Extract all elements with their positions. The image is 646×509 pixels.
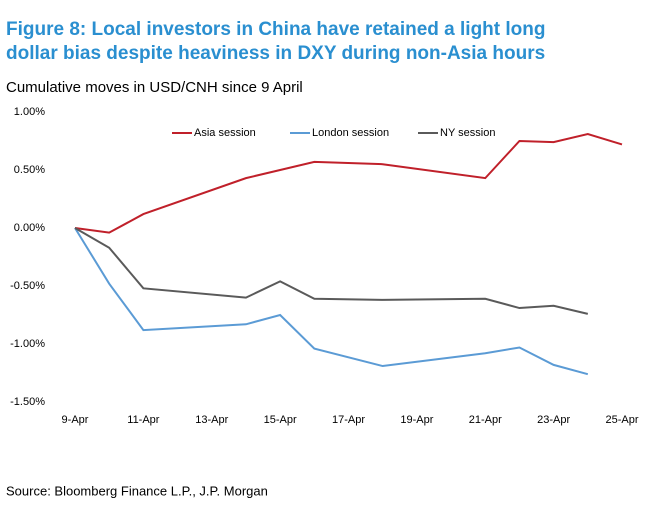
y-tick-label: -1.50% bbox=[10, 396, 45, 408]
legend-label: Asia session bbox=[194, 127, 256, 139]
x-tick-label: 9-Apr bbox=[62, 414, 89, 426]
x-tick-label: 15-Apr bbox=[264, 414, 297, 426]
x-tick-label: 23-Apr bbox=[537, 414, 570, 426]
legend-label: London session bbox=[312, 127, 389, 139]
x-tick-label: 17-Apr bbox=[332, 414, 365, 426]
x-tick-label: 21-Apr bbox=[469, 414, 502, 426]
x-tick-label: 11-Apr bbox=[127, 414, 160, 426]
y-tick-label: 1.00% bbox=[14, 106, 45, 118]
chart-title: Figure 8: Local investors in China have … bbox=[6, 19, 546, 64]
legend-label: NY session bbox=[440, 127, 495, 139]
series-line bbox=[74, 227, 589, 315]
series-line bbox=[74, 133, 623, 234]
chart-source: Source: Bloomberg Finance L.P., J.P. Mor… bbox=[6, 483, 268, 498]
x-tick-label: 19-Apr bbox=[400, 414, 433, 426]
y-tick-label: 0.50% bbox=[14, 164, 45, 176]
y-tick-label: 0.00% bbox=[14, 222, 45, 234]
series-line bbox=[74, 227, 589, 376]
y-tick-label: -0.50% bbox=[10, 280, 45, 292]
x-tick-label: 25-Apr bbox=[605, 414, 638, 426]
chart-subtitle: Cumulative moves in USD/CNH since 9 Apri… bbox=[6, 79, 303, 96]
y-tick-label: -1.00% bbox=[10, 338, 45, 350]
x-tick-label: 13-Apr bbox=[195, 414, 228, 426]
